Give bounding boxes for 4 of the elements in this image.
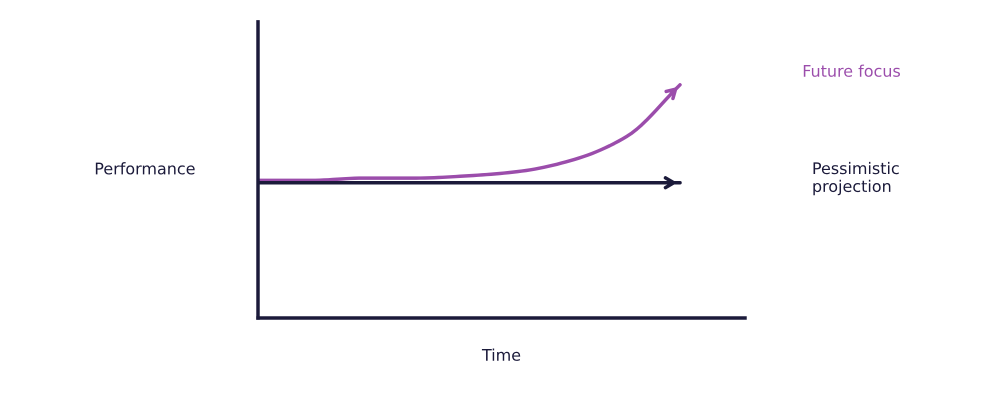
x-axis-title: Time bbox=[482, 348, 520, 361]
text: Pessimistic projection bbox=[813, 162, 899, 196]
text: Future focus bbox=[804, 64, 900, 77]
y-axis-title: Performance bbox=[96, 162, 195, 175]
